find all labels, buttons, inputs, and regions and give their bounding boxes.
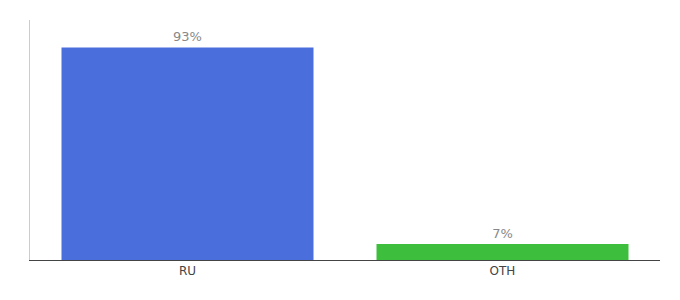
- svg-text:RU: RU: [179, 264, 196, 278]
- svg-text:OTH: OTH: [490, 264, 516, 278]
- svg-text:93%: 93%: [173, 29, 202, 44]
- svg-text:7%: 7%: [492, 226, 513, 241]
